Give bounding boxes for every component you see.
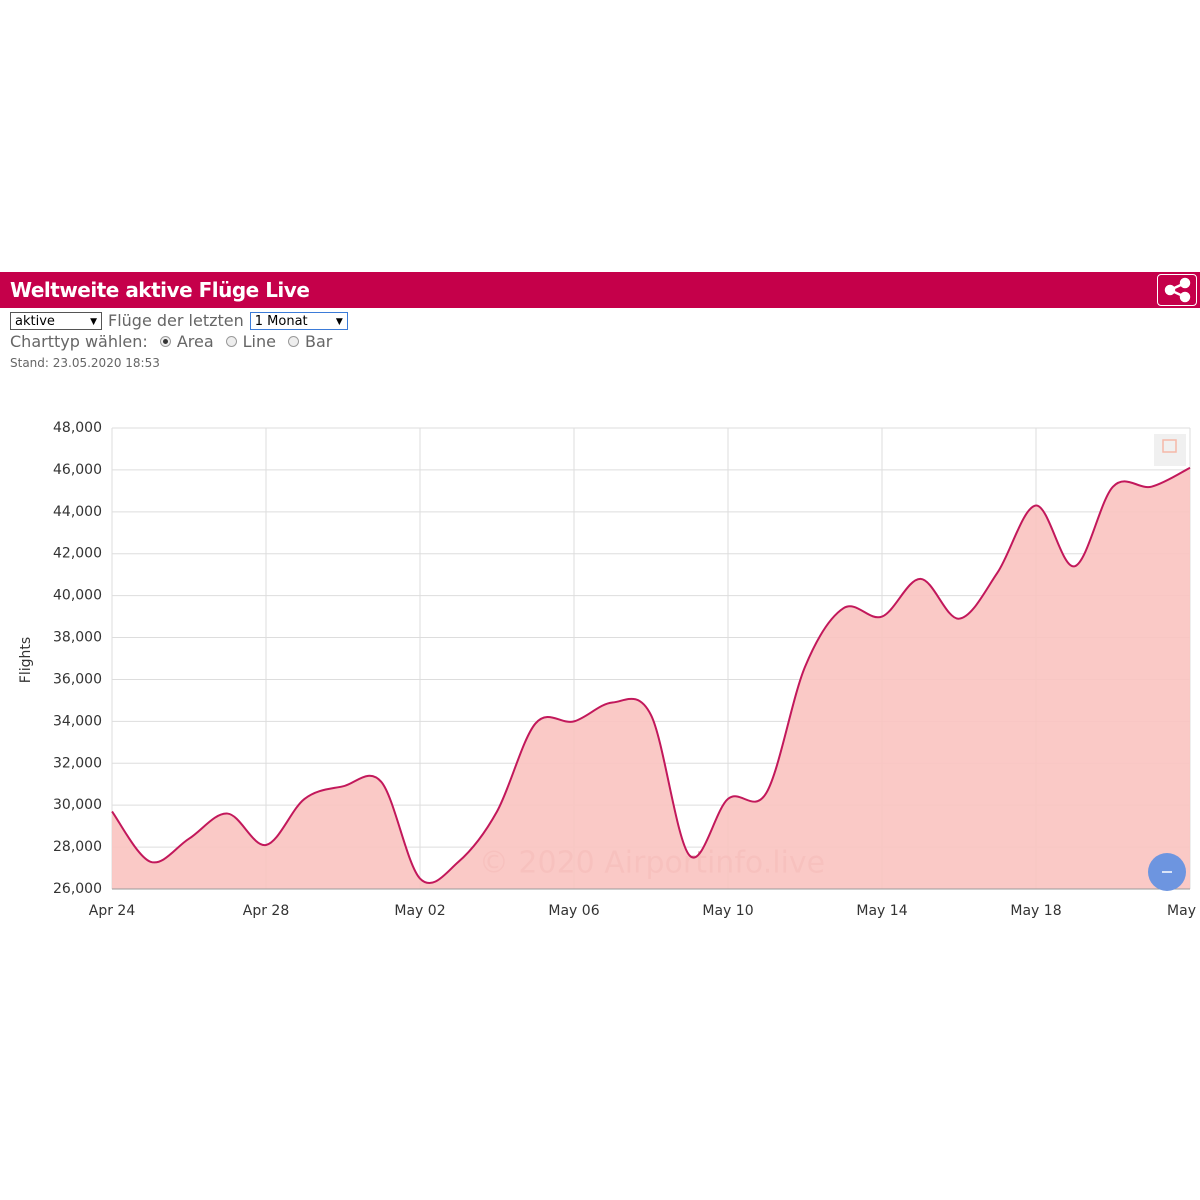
share-icon bbox=[1164, 277, 1191, 303]
filter-row: aktive Flüge der letzten 1 Monat bbox=[10, 311, 348, 331]
x-tick-label: May 14 bbox=[856, 903, 907, 919]
x-tick-label: May 02 bbox=[394, 903, 445, 919]
stand-text: Stand: 23.05.2020 18:53 bbox=[10, 356, 160, 370]
x-tick-label: May 18 bbox=[1010, 903, 1061, 919]
header-title: Weltweite aktive Flüge Live bbox=[10, 278, 310, 302]
chart-type-row: Charttyp wählen: Area Line Bar bbox=[10, 332, 332, 351]
y-tick-label: 42,000 bbox=[53, 546, 102, 562]
period-label: Flüge der letzten bbox=[108, 311, 244, 330]
radio-label: Bar bbox=[304, 332, 333, 351]
y-tick-label: 34,000 bbox=[53, 713, 102, 729]
x-tick-label: May 06 bbox=[548, 903, 599, 919]
y-tick-label: 32,000 bbox=[53, 755, 102, 771]
y-tick-label: 36,000 bbox=[53, 671, 102, 687]
radio-button[interactable] bbox=[225, 336, 237, 347]
radio-label: Area bbox=[176, 332, 214, 351]
share-button[interactable] bbox=[1157, 274, 1197, 306]
y-tick-label: 40,000 bbox=[53, 588, 102, 604]
save-icon bbox=[1162, 439, 1177, 453]
x-tick-label: May bbox=[1167, 903, 1196, 919]
save-button[interactable] bbox=[1154, 434, 1186, 466]
y-tick-label: 26,000 bbox=[53, 881, 102, 897]
y-tick-label: 38,000 bbox=[53, 630, 102, 646]
header-bar: Weltweite aktive Flüge Live bbox=[0, 272, 1200, 308]
y-tick-label: 48,000 bbox=[53, 420, 102, 436]
y-tick-label: 28,000 bbox=[53, 839, 102, 855]
radio-button[interactable] bbox=[287, 336, 299, 347]
x-tick-label: Apr 24 bbox=[89, 903, 136, 919]
y-tick-label: 44,000 bbox=[53, 504, 102, 520]
type-select[interactable]: aktive bbox=[10, 311, 102, 331]
x-tick-label: Apr 28 bbox=[243, 903, 289, 919]
radio-label: Line bbox=[242, 332, 276, 351]
period-select[interactable]: 1 Monat bbox=[249, 311, 348, 331]
y-axis-label: Flights bbox=[18, 637, 34, 683]
radio-button[interactable] bbox=[159, 336, 171, 347]
chart-type-label: Charttyp wählen: bbox=[10, 332, 148, 351]
line bbox=[111, 466, 1191, 885]
y-tick-label: 30,000 bbox=[53, 797, 102, 813]
y-tick-label: 46,000 bbox=[53, 462, 102, 478]
x-tick-label: May 10 bbox=[702, 903, 753, 919]
area bbox=[112, 467, 1190, 889]
